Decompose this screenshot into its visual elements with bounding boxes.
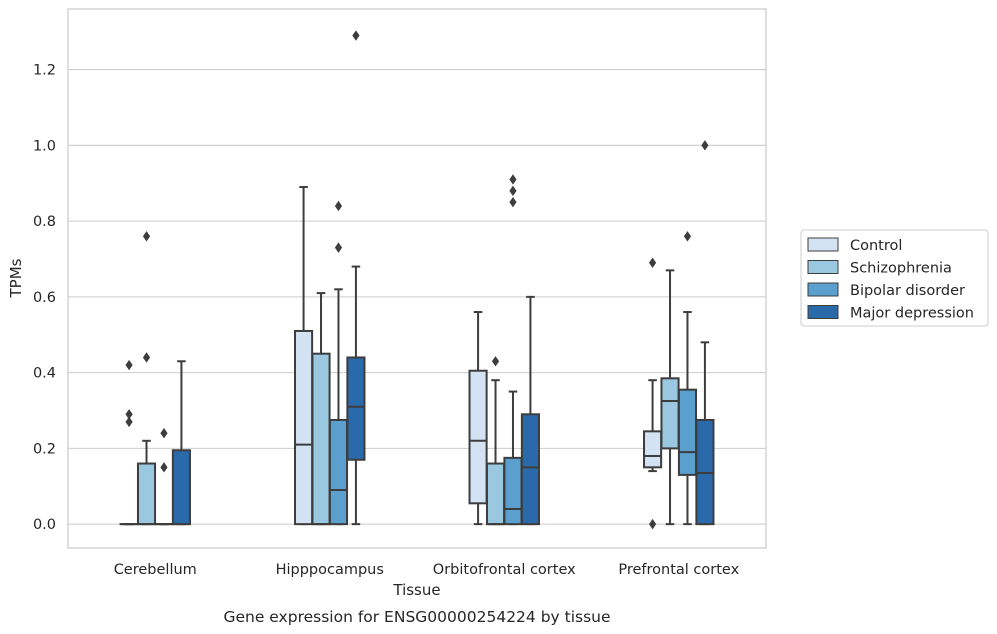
- legend-frame: [800, 229, 989, 327]
- box-plot: [468, 311, 488, 526]
- boxes: [119, 30, 715, 530]
- legend-label: Control: [850, 238, 902, 254]
- box-plot: [485, 356, 506, 526]
- box-plot: [643, 257, 663, 530]
- outlier-point: [701, 140, 709, 151]
- outlier-point: [334, 200, 343, 212]
- outlier-point: [509, 185, 517, 197]
- outlier-point: [160, 462, 168, 473]
- box-plot: [136, 231, 157, 526]
- box-plot: [328, 200, 349, 526]
- outlier-point: [334, 242, 343, 253]
- box-iqr: [294, 329, 314, 526]
- y-tick-label: 0.4: [33, 366, 56, 382]
- box-iqr: [171, 449, 191, 526]
- outlier-point: [352, 30, 360, 41]
- legend-label: Bipolar disorder: [850, 283, 965, 299]
- box-iqr: [660, 377, 680, 450]
- outlier-point: [509, 174, 517, 185]
- outlier-point: [683, 231, 692, 242]
- outlier-point: [648, 257, 657, 268]
- y-tick-label: 0.2: [33, 441, 56, 457]
- outlier-point: [142, 352, 151, 363]
- x-tick-label: Prefrontal cortex: [618, 562, 739, 578]
- outlier-point: [125, 359, 133, 371]
- box-iqr: [136, 462, 157, 526]
- y-tick-label: 0.0: [33, 517, 56, 533]
- outlier-point: [125, 416, 133, 428]
- y-tick-labels: 0.0 0.2 0.4 0.6 0.8 1.0 1.2: [33, 63, 56, 534]
- outlier-point: [491, 356, 500, 367]
- legend-label: Major depression: [850, 306, 974, 322]
- y-tick-label: 1.0: [33, 138, 56, 154]
- box-plot: [171, 360, 191, 526]
- box-iqr: [503, 456, 523, 526]
- y-axis-label: TPMs: [7, 258, 25, 298]
- x-tick-label: Orbitofrontal cortex: [433, 562, 576, 578]
- outlier-point: [648, 518, 657, 530]
- box-plot: [346, 30, 366, 526]
- box-plot: [695, 140, 715, 526]
- box-plot: [677, 231, 698, 526]
- outlier-point: [509, 196, 517, 208]
- figure-caption: Gene expression for ENSG00000254224 by t…: [223, 608, 610, 626]
- box-plot: [503, 174, 523, 526]
- y-tick-label: 0.6: [33, 290, 56, 306]
- outlier-point: [125, 409, 133, 420]
- legend: Control Schizophrenia Bipolar disorder Majo…: [800, 229, 989, 327]
- box-plot: [294, 186, 314, 526]
- x-axis-label: Tissue: [392, 581, 440, 599]
- y-tick-label: 1.2: [33, 63, 56, 79]
- x-tick-label: Cerebellum: [114, 562, 197, 578]
- box-plot: [154, 428, 174, 526]
- outlier-point: [142, 231, 151, 242]
- box-iqr: [485, 462, 506, 526]
- x-tick-label: Hipppocampus: [276, 562, 384, 578]
- y-tick-label: 0.8: [33, 214, 56, 230]
- legend-label: Schizophrenia: [850, 261, 952, 277]
- box-iqr: [520, 413, 540, 526]
- legend-swatch: [807, 237, 839, 252]
- legend-swatch: [807, 260, 839, 274]
- plot-frame: [67, 8, 767, 549]
- box-iqr: [346, 356, 366, 461]
- legend-swatch: [807, 282, 839, 297]
- box-iqr: [468, 369, 488, 505]
- box-iqr: [643, 430, 663, 469]
- box-iqr: [328, 418, 349, 526]
- x-tick-labels: Cerebellum Hipppocampus Orbitofrontal cort…: [114, 562, 740, 578]
- box-iqr: [677, 388, 698, 476]
- legend-swatch: [807, 305, 839, 319]
- outlier-point: [160, 428, 168, 439]
- box-iqr: [311, 352, 331, 526]
- box-plot: [520, 295, 540, 526]
